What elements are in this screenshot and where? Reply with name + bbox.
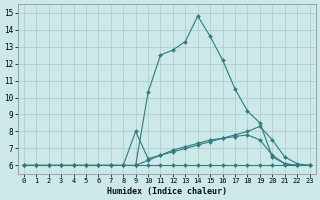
X-axis label: Humidex (Indice chaleur): Humidex (Indice chaleur) [107,187,227,196]
